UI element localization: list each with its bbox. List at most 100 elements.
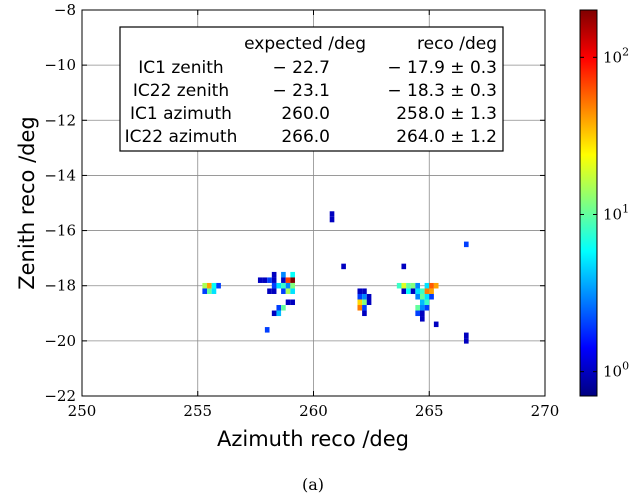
table-row-label: IC1 zenith: [138, 58, 223, 78]
heatmap-cell: [285, 282, 291, 289]
table-row-expected: 260.0: [281, 104, 330, 124]
colorbar-tick-label: 100: [603, 360, 629, 381]
table-row-label: IC22 azimuth: [125, 127, 238, 147]
heatmap-cell: [419, 288, 425, 294]
heatmap-cell: [415, 288, 420, 294]
heatmap-cell: [285, 288, 291, 294]
heatmap-cell: [290, 282, 295, 289]
x-tick-label: 255: [183, 402, 212, 420]
table-row-reco: − 18.3 ± 0.3: [387, 81, 497, 101]
heatmap-cell: [281, 305, 286, 311]
y-tick-label: −12: [44, 111, 76, 129]
heatmap-cell: [281, 288, 286, 294]
y-tick-label: −14: [44, 166, 76, 184]
y-tick-label: −16: [44, 222, 76, 240]
y-axis-ticks: −22 −20 −18 −16 −14 −12 −10 −8: [44, 1, 545, 405]
heatmap-cell: [410, 282, 416, 289]
heatmap-cell: [276, 305, 282, 311]
heatmap-cell: [419, 316, 425, 322]
heatmap-cell: [267, 277, 272, 283]
heatmap-cell: [276, 282, 282, 289]
heatmap-cell: [419, 305, 425, 311]
heatmap-cell: [406, 288, 411, 294]
y-tick-label: −22: [44, 387, 76, 405]
heatmap-cell: [271, 288, 277, 294]
results-table-frame: [119, 26, 504, 152]
heatmap-cell: [285, 277, 291, 283]
table-row-label: IC1 azimuth: [130, 104, 232, 124]
heatmap-cell: [396, 282, 402, 289]
heatmap-cell: [463, 338, 469, 344]
x-tick-label: 260: [299, 402, 328, 420]
heatmap-cell: [433, 321, 439, 328]
heatmap-cell: [202, 288, 208, 294]
heatmap-cell: [433, 282, 439, 289]
heatmap-cell: [362, 305, 367, 311]
heatmap-cell: [271, 277, 277, 283]
heatmap-cell: [271, 282, 277, 289]
heatmap-cells: [202, 211, 469, 344]
x-tick-label: 265: [415, 402, 444, 420]
x-axis-label: Azimuth reco /deg: [217, 427, 409, 451]
heatmap-cell: [290, 288, 295, 294]
heatmap-cell: [419, 293, 425, 300]
heatmap-cell: [357, 305, 363, 311]
heatmap-cell: [329, 216, 335, 223]
table-row-label: IC22 zenith: [133, 81, 229, 101]
heatmap-cell: [429, 282, 434, 289]
heatmap-cell: [271, 310, 277, 317]
heatmap-cell: [424, 299, 430, 306]
heatmap-cell: [424, 282, 430, 289]
heatmap-cell: [401, 263, 407, 270]
heatmap-cell: [463, 241, 469, 248]
heatmap-cell: [281, 282, 286, 289]
heatmap-cell: [463, 332, 469, 339]
heatmap-cell: [271, 271, 277, 278]
heatmap-cell: [202, 282, 208, 289]
y-tick-label: −20: [44, 332, 76, 350]
colorbar-ticks: 100 101 102: [580, 45, 629, 381]
heatmap-cell: [362, 299, 367, 306]
heatmap-cell: [357, 288, 363, 294]
heatmap-cell: [211, 282, 217, 289]
table-row-expected: − 23.1: [273, 81, 331, 101]
heatmap-cell: [341, 263, 346, 270]
heatmap-cell: [415, 293, 420, 300]
colorbar-tick-label: 102: [603, 45, 629, 66]
heatmap-cell: [262, 277, 268, 283]
y-tick-label: −10: [44, 56, 76, 74]
heatmap-cell: [362, 293, 367, 300]
colorbar-tick-label: 101: [603, 202, 629, 223]
heatmap-cell: [424, 305, 430, 311]
heatmap-cell: [267, 288, 272, 294]
heatmap-cell: [415, 282, 420, 289]
heatmap-cell: [281, 277, 286, 283]
table-header-reco: reco /deg: [417, 34, 497, 54]
heatmap-cell: [366, 299, 372, 306]
heatmap-cell: [424, 288, 430, 294]
figure-caption: (a): [302, 475, 324, 494]
heatmap-cell: [419, 299, 425, 306]
y-tick-label: −18: [44, 277, 76, 295]
table-header-expected: expected /deg: [244, 34, 366, 54]
heatmap-cell: [264, 327, 270, 333]
table-row-reco: − 17.9 ± 0.3: [387, 58, 497, 78]
heatmap-cell: [257, 277, 263, 283]
heatmap-cell: [290, 299, 295, 306]
heatmap-cell: [401, 288, 407, 294]
colorbar: [579, 9, 598, 397]
heatmap-cell: [366, 293, 372, 300]
table-row-reco: 258.0 ± 1.3: [396, 104, 497, 124]
heatmap-cell: [329, 211, 335, 217]
x-axis-ticks: 250 255 260 265 270: [68, 10, 559, 420]
heatmap-cell: [362, 288, 367, 294]
table-row-expected: − 22.7: [273, 58, 331, 78]
heatmap-cell: [285, 299, 291, 306]
heatmap-cell: [410, 288, 416, 294]
heatmap-cell: [216, 282, 221, 289]
x-tick-label: 250: [68, 402, 97, 420]
heatmap-cell: [207, 282, 212, 289]
heatmap-cell: [415, 305, 420, 311]
results-table: expected /deg reco /deg IC1 zenith − 22.…: [119, 26, 504, 152]
